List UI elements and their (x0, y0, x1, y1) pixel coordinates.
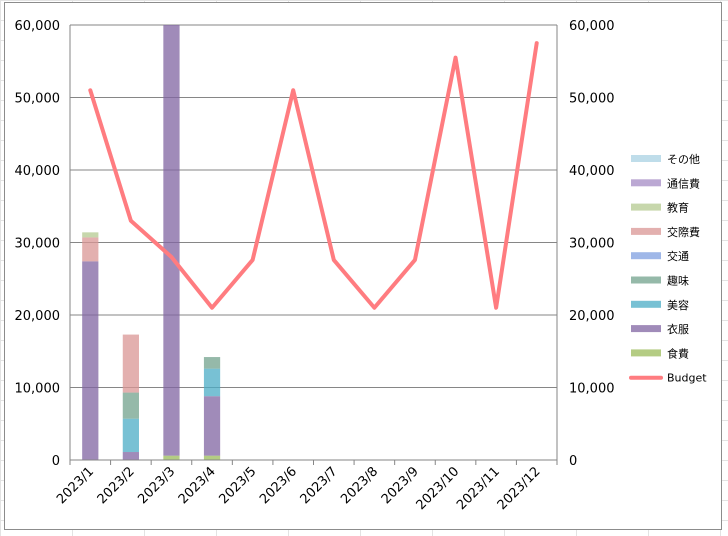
bar-segment (122, 452, 139, 460)
x-tick-label: 2023/12 (495, 464, 544, 513)
legend-label: 食費 (667, 346, 689, 360)
bars (82, 25, 221, 460)
bar-segment (82, 232, 99, 238)
x-tick-label: 2023/1 (54, 464, 97, 507)
legend-swatch (631, 349, 661, 357)
legend-label: Budget (667, 372, 707, 385)
legend-label: 通信費 (667, 176, 700, 190)
bar-segment (163, 455, 180, 460)
bar-segment (122, 392, 139, 419)
x-tick-label: 2023/4 (176, 464, 219, 507)
legend-label: 交際費 (667, 225, 700, 239)
legend-label: 趣味 (667, 274, 689, 288)
x-tick-label: 2023/11 (454, 464, 503, 513)
legend-swatch (631, 325, 661, 333)
bar-segment (203, 357, 221, 369)
chart-svg: 0 0 10,000 10,000 20,000 20,000 30,000 30,000 40… (15, 19, 708, 513)
legend-swatch (631, 300, 661, 308)
y-tick-label: 60,000 (15, 19, 61, 34)
y2-tick-label: 40,000 (569, 164, 615, 179)
legend-label: 交通 (667, 249, 689, 263)
y-tick-label: 30,000 (15, 237, 61, 252)
y2-tick-label: 0 (569, 454, 577, 469)
bar-segment (82, 261, 99, 460)
y2-tick-label: 20,000 (569, 309, 615, 324)
legend-label: 教育 (667, 201, 689, 215)
bar-segment (203, 368, 221, 397)
legend-swatch (631, 227, 661, 235)
legend-label: 美容 (667, 298, 689, 312)
y-tick-label: 10,000 (15, 382, 61, 397)
y-tick-label: 0 (52, 454, 60, 469)
bar-segment (122, 334, 139, 393)
y-tick-label: 50,000 (15, 92, 61, 107)
x-tick-label: 2023/2 (95, 464, 138, 507)
budget-line (88, 41, 539, 310)
axes: 0 0 10,000 10,000 20,000 20,000 30,000 30,000 40… (15, 19, 615, 513)
bar-segment (122, 418, 139, 453)
legend-swatch (631, 252, 661, 260)
bar-segment (203, 396, 221, 456)
bar-segment (203, 455, 221, 460)
legend-swatch (631, 276, 661, 284)
x-tick-label: 2023/8 (338, 464, 381, 507)
legend-label: 衣服 (667, 322, 689, 336)
legend-swatch (631, 203, 661, 211)
y2-tick-label: 50,000 (569, 92, 615, 107)
bar-segment (82, 237, 99, 262)
y-tick-label: 40,000 (15, 164, 61, 179)
x-tick-label: 2023/6 (257, 464, 300, 507)
legend-swatch (631, 155, 661, 162)
budget-line-layer (88, 41, 539, 310)
x-tick-label: 2023/5 (216, 464, 259, 507)
y2-tick-label: 30,000 (569, 237, 615, 252)
x-tick-label: 2023/3 (135, 464, 178, 507)
y2-tick-label: 10,000 (569, 382, 615, 397)
legend-label: その他 (667, 153, 700, 166)
bar-segment (163, 25, 180, 456)
x-tick-label: 2023/7 (298, 464, 341, 507)
y2-tick-label: 60,000 (569, 19, 615, 34)
chart-area[interactable]: 0 0 10,000 10,000 20,000 20,000 30,000 30,000 40… (4, 2, 722, 530)
y-tick-label: 20,000 (15, 309, 61, 324)
x-tick-label: 2023/10 (414, 464, 463, 513)
legend-swatch (631, 179, 661, 187)
